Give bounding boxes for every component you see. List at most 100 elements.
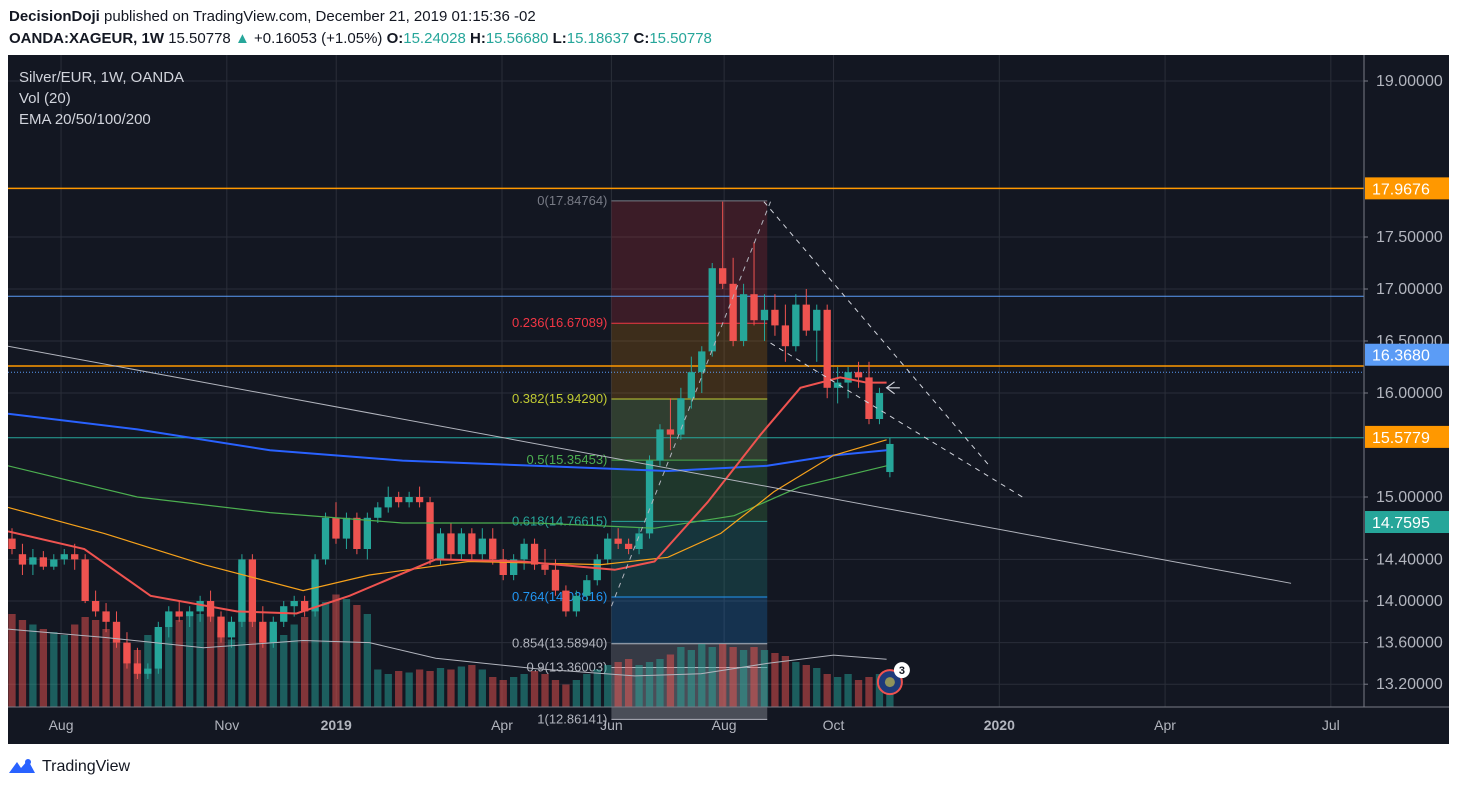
close-label: C:	[633, 30, 650, 47]
candle-body	[248, 559, 257, 622]
fib-level-label: 0.764(14.03816)	[512, 589, 607, 604]
ema-100-line	[8, 465, 887, 529]
fib-zone	[611, 597, 768, 644]
volume-bar	[593, 669, 601, 707]
price-tick-label: 13.60000	[1376, 635, 1443, 652]
candle-body	[436, 533, 445, 560]
candle-body	[342, 517, 351, 539]
price-tick-label: 14.00000	[1376, 593, 1443, 610]
candle-body	[468, 533, 476, 555]
price-tick-label: 19.00000	[1376, 73, 1443, 90]
volume-bar	[844, 674, 852, 707]
time-tick-label: Aug	[49, 717, 74, 733]
tradingview-brand[interactable]: TradingView	[42, 758, 131, 775]
volume-bar	[29, 624, 37, 707]
volume-bar	[300, 617, 309, 707]
candle-body	[593, 559, 601, 581]
chart-panel[interactable]: Silver/EUR, 1W, OANDA Vol (20) EMA 20/50…	[8, 55, 1449, 744]
candle-body	[509, 559, 518, 575]
candle-body	[833, 382, 842, 388]
candle-body	[353, 517, 361, 549]
last-price: 15.50778	[168, 30, 231, 47]
candle-body	[71, 554, 79, 560]
low-label: L:	[552, 30, 567, 47]
event-badge-count: 3	[899, 665, 905, 677]
time-tick-label: Apr	[491, 717, 513, 733]
candle-body	[259, 621, 267, 643]
volume-bar	[635, 665, 643, 707]
volume-bar	[71, 624, 79, 707]
volume-bar	[666, 654, 675, 707]
fib-zone	[611, 521, 768, 598]
publisher-name[interactable]: DecisionDoji	[9, 8, 100, 25]
volume-bar	[374, 669, 382, 707]
event-badge	[893, 662, 910, 679]
candle-body	[792, 304, 800, 347]
open-label: O:	[386, 30, 404, 47]
tradingview-logo-icon[interactable]	[8, 758, 36, 776]
volume-bar	[739, 650, 748, 707]
volume-bar	[833, 677, 842, 707]
candle-body	[91, 601, 100, 612]
candle-body	[677, 398, 685, 435]
legend-title[interactable]: Silver/EUR, 1W, OANDA	[19, 69, 185, 86]
candle-body	[781, 325, 790, 347]
close-value: 15.50778	[649, 30, 712, 47]
volume-bar	[50, 632, 58, 707]
candle-body	[844, 372, 852, 383]
price-label-box	[1365, 425, 1449, 448]
ema-200-line	[8, 412, 887, 473]
candle-body	[102, 611, 110, 622]
volume-bar	[541, 674, 549, 707]
candle-body	[666, 429, 675, 435]
volume-bar	[363, 614, 371, 707]
candle-body	[238, 559, 246, 622]
volume-bar	[186, 617, 194, 707]
arrow-head-icon	[885, 381, 895, 395]
candle-body	[614, 538, 622, 544]
candle-body	[321, 517, 330, 560]
candle-body	[217, 616, 225, 638]
candle-body	[583, 580, 591, 596]
volume-bar	[823, 674, 831, 707]
candle-body	[572, 595, 581, 612]
volume-bar	[572, 680, 581, 707]
legend-ema[interactable]: EMA 20/50/100/200	[19, 111, 151, 128]
volume-bar	[687, 650, 695, 707]
price-chart[interactable]: 0(17.84764) 0.236(16.67089) 0.382(15.94290…	[8, 55, 1449, 744]
volume-bar	[18, 620, 27, 707]
candle-body	[8, 538, 16, 549]
candle-body	[656, 429, 664, 461]
volume-bar	[719, 644, 727, 707]
trendline	[8, 345, 1292, 584]
price-label-text: 17.9676	[1372, 181, 1430, 198]
volume-bar	[102, 629, 110, 707]
candle-body	[645, 460, 654, 534]
volume-bar	[457, 666, 466, 707]
volume-bar	[311, 609, 319, 707]
publish-header: DecisionDoji published on TradingView.co…	[0, 0, 1457, 55]
volume-bar	[206, 609, 215, 707]
candle-body	[729, 283, 737, 341]
candle-body	[739, 294, 748, 341]
price-tick-label: 14.40000	[1376, 551, 1443, 568]
quote-line: OANDA:XAGEUR, 1W 15.50778 ▲ +0.16053 (+1…	[9, 30, 712, 47]
candle-body	[405, 497, 413, 503]
candle-body	[541, 564, 549, 570]
volume-bar	[645, 662, 654, 707]
event-marker-dot	[884, 677, 895, 688]
volume-bar	[656, 659, 664, 707]
price-label-box	[1365, 343, 1449, 366]
legend-volume[interactable]: Vol (20)	[19, 90, 71, 107]
chart-legend: Silver/EUR, 1W, OANDA Vol (20) EMA 20/50…	[19, 67, 184, 130]
candle-body	[206, 601, 215, 617]
volume-bar	[750, 647, 758, 707]
volume-bar	[227, 639, 236, 707]
footer: TradingView	[8, 752, 130, 782]
volume-bar	[708, 647, 716, 707]
volume-bar	[551, 680, 560, 707]
candle-body	[415, 497, 424, 503]
candle-body	[865, 377, 873, 419]
price-tick-label: 13.20000	[1376, 676, 1443, 693]
volume-bar	[886, 689, 894, 707]
